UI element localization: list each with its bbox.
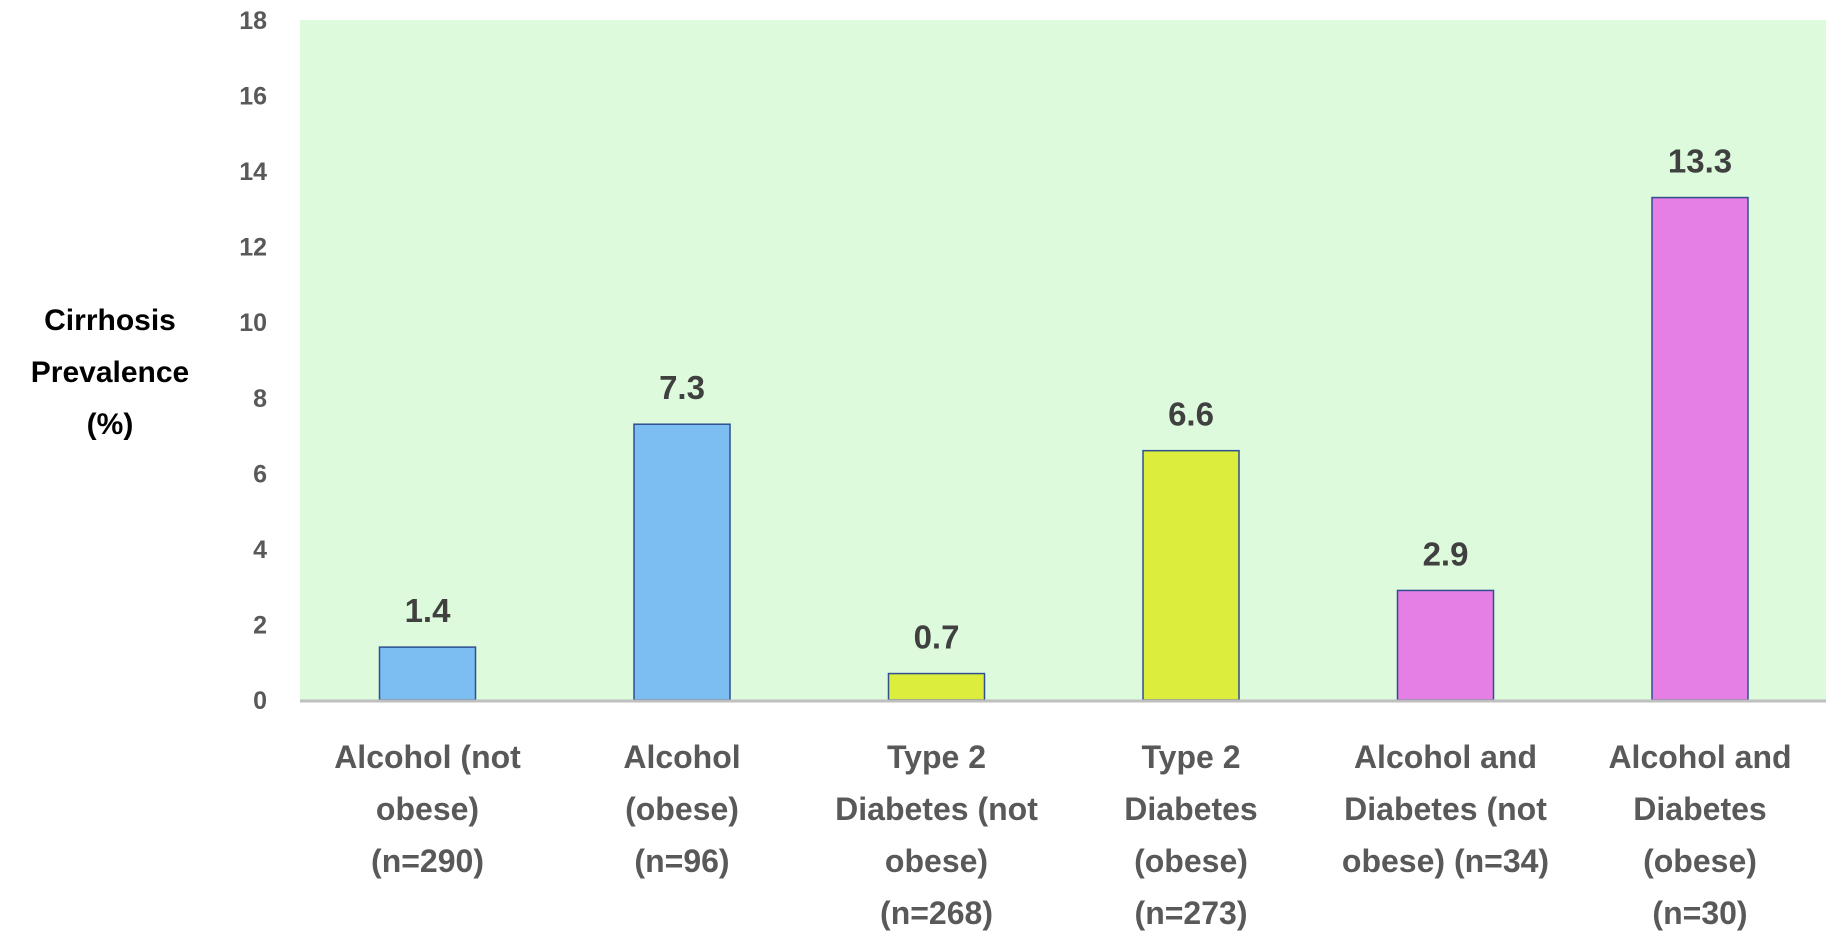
data-label: 7.3 (659, 369, 705, 406)
x-category-label-line: Alcohol and (1354, 739, 1537, 775)
y-axis-ticks: 0 2 4 6 8 10 12 14 16 18 (239, 7, 267, 715)
x-category-label: Alcohol (obese) (n=96) (623, 739, 740, 879)
x-category-label-line: Diabetes (1633, 791, 1766, 827)
x-category-label-line: (obese) (1643, 843, 1757, 879)
y-tick-label: 8 (253, 385, 267, 413)
x-category-label: Alcohol and Diabetes (obese) (n=30) (1608, 739, 1791, 931)
x-category-label: Type 2 Diabetes (obese) (n=273) (1124, 739, 1257, 931)
x-category-label: Alcohol (not obese) (n=290) (334, 739, 521, 879)
x-category-label-line: (n=96) (634, 843, 729, 879)
data-label: 1.4 (405, 592, 452, 629)
y-axis-label: Cirrhosis Prevalence (%) (10, 295, 210, 451)
y-tick-label: 18 (239, 7, 267, 35)
bar (378, 646, 477, 701)
y-tick-label: 2 (253, 611, 267, 639)
x-category-label-line: (n=273) (1135, 895, 1248, 931)
data-labels: 1.4 7.3 0.7 6.6 2.9 13.3 (405, 143, 1733, 656)
y-tick-label: 0 (253, 687, 267, 715)
x-category-label-line: Alcohol and (1608, 739, 1791, 775)
x-category-label-line: obese) (376, 791, 479, 827)
data-label: 2.9 (1423, 535, 1469, 572)
x-category-label-line: obese) (885, 843, 988, 879)
y-tick-label: 12 (239, 234, 267, 262)
data-label: 13.3 (1668, 143, 1732, 180)
x-axis-category-labels: Alcohol (not obese) (n=290) Alcohol (obese) (… (334, 739, 1791, 931)
x-category-label-line: Type 2 (1142, 739, 1241, 775)
y-axis-label-line-1: Cirrhosis (44, 304, 176, 337)
x-category-label-line: (obese) (625, 791, 739, 827)
bars (378, 196, 1749, 701)
data-label: 0.7 (914, 619, 960, 656)
x-category-label: Alcohol and Diabetes (not obese) (n=34) (1342, 739, 1549, 879)
y-tick-label: 16 (239, 83, 267, 111)
y-tick-label: 14 (239, 158, 267, 186)
x-category-label-line: (obese) (1134, 843, 1248, 879)
x-category-label-line: Diabetes (not (835, 791, 1038, 827)
y-axis-label-line-3: (%) (86, 408, 134, 441)
y-tick-label: 10 (239, 309, 267, 337)
bar (887, 672, 986, 701)
x-category-label: Type 2 Diabetes (not obese) (n=268) (835, 739, 1038, 931)
bar (1651, 196, 1749, 701)
bar (1142, 449, 1240, 701)
x-category-label-line: Alcohol (not (334, 739, 521, 775)
y-tick-label: 4 (253, 536, 267, 564)
bar (633, 423, 731, 701)
data-label: 6.6 (1168, 396, 1214, 433)
bar (1396, 589, 1495, 701)
x-category-label-line: Diabetes (1124, 791, 1257, 827)
x-category-label-line: obese) (n=34) (1342, 843, 1549, 879)
x-category-label-line: Alcohol (623, 739, 740, 775)
x-category-label-line: Type 2 (887, 739, 986, 775)
plot-area (300, 20, 1826, 700)
x-category-label-line: (n=290) (371, 843, 484, 879)
x-category-label-line: (n=30) (1652, 895, 1747, 931)
y-axis-label-line-2: Prevalence (30, 356, 190, 389)
x-category-label-line: Diabetes (not (1344, 791, 1547, 827)
x-category-label-line: (n=268) (880, 895, 993, 931)
y-tick-label: 6 (253, 460, 267, 488)
